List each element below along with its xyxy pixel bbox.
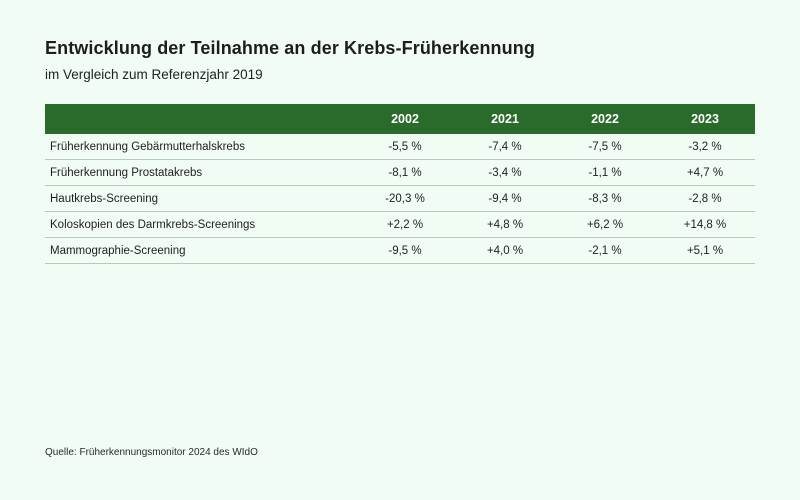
table-cell: -3,2 %	[688, 140, 722, 153]
column-header-2002: 2002	[391, 112, 419, 126]
table-row: Mammographie-Screening -9,5 % +4,0 % -2,…	[45, 238, 755, 264]
row-label: Mammographie-Screening	[50, 244, 186, 257]
chart-subtitle: im Vergleich zum Referenzjahr 2019	[45, 67, 263, 82]
source-note: Quelle: Früherkennungsmonitor 2024 des W…	[45, 447, 258, 458]
row-label: Koloskopien des Darmkrebs-Screenings	[50, 218, 256, 231]
table-cell: -7,5 %	[588, 140, 622, 153]
table-cell: -9,5 %	[388, 244, 422, 257]
table-cell: -1,1 %	[588, 166, 622, 179]
table-row: Koloskopien des Darmkrebs-Screenings +2,…	[45, 212, 755, 238]
table-cell: +5,1 %	[686, 244, 724, 257]
chart-title: Entwicklung der Teilnahme an der Krebs-F…	[45, 38, 535, 58]
table-cell: -8,1 %	[388, 166, 422, 179]
table-cell: -5,5 %	[388, 140, 422, 153]
table-row: Hautkrebs-Screening -20,3 % -9,4 % -8,3 …	[45, 186, 755, 212]
column-header-2021: 2021	[491, 112, 519, 126]
table-cell: -7,4 %	[488, 140, 522, 153]
data-table: 2002 2021 2022 2023 Früherkennung Gebärm…	[45, 104, 755, 264]
table-row: Früherkennung Prostatakrebs -8,1 % -3,4 …	[45, 160, 755, 186]
table-cell: -3,4 %	[488, 166, 522, 179]
table-cell: +6,2 %	[586, 218, 624, 231]
table-row: Früherkennung Gebärmutterhalskrebs -5,5 …	[45, 134, 755, 160]
table-cell: +14,8 %	[683, 218, 727, 231]
table-cell: -8,3 %	[588, 192, 622, 205]
row-label: Früherkennung Prostatakrebs	[50, 166, 203, 179]
table-cell: +2,2 %	[386, 218, 424, 231]
table-cell: +4,7 %	[686, 166, 724, 179]
column-header-2022: 2022	[591, 112, 619, 126]
table-cell: -2,8 %	[688, 192, 722, 205]
table-cell: -2,1 %	[588, 244, 622, 257]
table-cell: -9,4 %	[488, 192, 522, 205]
row-label: Hautkrebs-Screening	[50, 192, 159, 205]
table-cell: +4,0 %	[486, 244, 524, 257]
table-cell: -20,3 %	[385, 192, 425, 205]
row-label: Früherkennung Gebärmutterhalskrebs	[50, 140, 245, 153]
table-header: 2002 2021 2022 2023	[45, 104, 755, 134]
column-header-2023: 2023	[691, 112, 719, 126]
table-cell: +4,8 %	[486, 218, 524, 231]
